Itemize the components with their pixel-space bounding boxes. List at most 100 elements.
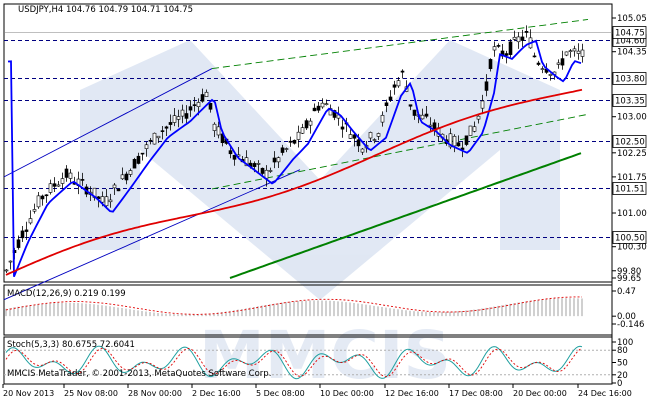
candle-body [160, 130, 165, 132]
candle-body [28, 218, 33, 224]
candle-body [572, 48, 577, 52]
candle-body [428, 124, 433, 127]
current-price-label: 104.75 [615, 29, 645, 39]
candle-body [568, 50, 573, 52]
candle-body [124, 173, 129, 181]
candle-body [268, 170, 273, 172]
candle-body [128, 170, 133, 175]
macd-tick-label: -0.146 [617, 320, 644, 330]
candle-body [392, 84, 397, 88]
candle-body [412, 109, 417, 116]
candle-body [524, 30, 529, 33]
watermark-group: MMCIS [80, 40, 560, 394]
macd-signal-line [5, 296, 583, 315]
channel-blue-upper [3, 68, 213, 178]
candle-body [384, 102, 389, 107]
level-price-label: 100.50 [615, 234, 645, 244]
price-tick-label: 99.80 [617, 267, 641, 277]
candle-body [216, 126, 221, 136]
candle-body [472, 126, 477, 132]
macd-tick-label: 0.00 [617, 312, 636, 322]
candle-body [324, 103, 329, 106]
stoch-signal-line [5, 347, 583, 378]
candle-body [512, 36, 517, 40]
price-tick-label: 105.05 [617, 14, 647, 24]
channel-green-upper [211, 18, 589, 70]
candle-body [484, 81, 489, 91]
price-tick-label: 102.25 [617, 149, 647, 159]
candle-body [196, 102, 201, 107]
time-axis-label: 20 Dec 00:00 [513, 389, 567, 398]
candle-body [372, 139, 377, 141]
candle-body [488, 59, 493, 69]
candle-body [288, 140, 293, 143]
candle-body [232, 154, 237, 160]
candle-body [496, 45, 501, 47]
chart-title: USDJPY,H4 104.76 104.79 104.71 104.75 [18, 5, 193, 15]
candle-body [204, 91, 209, 97]
level-price-tag [612, 182, 647, 195]
level-price-label: 102.50 [615, 138, 645, 148]
time-axis-label: 24 Dec 16:00 [578, 389, 632, 398]
candle-body [8, 260, 13, 263]
candle-body [200, 94, 205, 102]
time-axis-label: 12 Dec 16:00 [385, 389, 439, 398]
candle-body [176, 116, 181, 120]
candle-body [452, 136, 457, 147]
candle-body [480, 100, 485, 109]
current-price-tag [612, 26, 647, 39]
candle-body [304, 120, 309, 129]
watermark-text: MMCIS [199, 317, 451, 394]
candle-body [68, 172, 73, 179]
candle-body [312, 107, 317, 112]
candle-body [60, 178, 65, 184]
candle-body [192, 104, 197, 106]
candle-body [448, 133, 453, 148]
macd-title: MACD(12,26,9) 0.219 0.199 [7, 289, 126, 299]
candles-group [4, 25, 585, 274]
candle-body [284, 148, 289, 150]
candle-body [432, 122, 437, 130]
copyright-text: MMCIS MetaTrader, © 2001-2013, MetaQuote… [7, 369, 271, 379]
candle-body [580, 49, 585, 57]
time-axis-label: 17 Dec 08:00 [449, 389, 503, 398]
candle-body [376, 133, 381, 137]
candle-body [456, 142, 461, 147]
candle-body [256, 163, 261, 165]
candle-body [36, 195, 41, 208]
stoch-tick-label: 80 [617, 346, 628, 356]
candle-body [20, 230, 25, 239]
candle-body [228, 150, 233, 155]
candle-body [296, 131, 301, 140]
candle-body [292, 139, 297, 144]
level-price-tag [612, 72, 647, 85]
price-tick-label: 100.30 [617, 243, 647, 253]
candle-body [4, 269, 9, 272]
candle-body [44, 194, 49, 197]
candle-body [464, 135, 469, 145]
candle-body [56, 184, 61, 187]
time-axis-label: 2 Dec 16:00 [192, 389, 241, 398]
candle-body [156, 135, 161, 139]
price-tick-label: 101.00 [617, 209, 647, 219]
candle-body [400, 70, 405, 73]
stoch-main-line [5, 345, 583, 380]
price-tick-label: 99.65 [617, 274, 641, 284]
ma-fast-line [7, 39, 582, 278]
level-price-label: 103.35 [615, 97, 645, 107]
candle-body [520, 36, 525, 41]
candle-body [140, 152, 145, 155]
price-tick-label: 103.00 [617, 113, 647, 123]
ma-slow-line [229, 152, 582, 279]
candle-body [516, 36, 521, 43]
candle-body [408, 104, 413, 107]
candle-body [308, 120, 313, 126]
candle-body [40, 195, 45, 200]
candle-body [136, 155, 141, 164]
stoch-tick-label: 20 [617, 371, 628, 381]
level-price-label: 103.80 [615, 75, 645, 85]
candle-body [396, 80, 401, 87]
candle-body [260, 167, 265, 174]
